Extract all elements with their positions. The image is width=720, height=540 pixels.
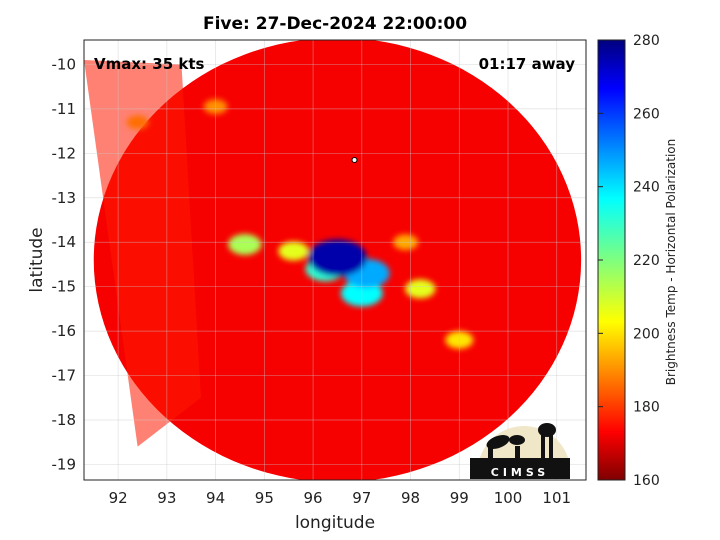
y-tick-labels: -10 -11 -12 -13 -14 -15 -16 -17 -18 -19 <box>52 55 77 473</box>
y-tick-label: -15 <box>52 278 77 296</box>
colorbar-tick-label: 240 <box>633 180 660 196</box>
y-tick-label: -18 <box>52 411 77 429</box>
colorbar-tick-label: 180 <box>633 400 660 416</box>
x-tick-label: 100 <box>494 489 523 507</box>
grid-layer <box>84 40 586 480</box>
y-tick-label: -14 <box>52 233 77 251</box>
x-tick-label: 97 <box>352 489 371 507</box>
y-tick-label: -12 <box>52 144 77 162</box>
center-layer <box>351 157 358 163</box>
colorbar-tick-label: 160 <box>633 473 660 489</box>
y-tick-label: -13 <box>52 189 77 207</box>
x-tick-label: 95 <box>255 489 274 507</box>
bt-feature <box>405 279 436 299</box>
x-tick-label: 99 <box>450 489 469 507</box>
x-axis-label: longitude <box>295 513 375 533</box>
time-away-annotation: 01:17 away <box>479 55 576 73</box>
x-tick-label: 92 <box>109 489 128 507</box>
plot-border <box>83 39 587 481</box>
colorbar-tick-label: 260 <box>633 106 660 122</box>
colorbar-tick-label: 200 <box>633 326 660 342</box>
colorbar-label: Brightness Temp - Horizontal Polarizatio… <box>664 139 678 386</box>
bt-feature <box>126 115 149 130</box>
logo-text: CIMSS <box>491 466 549 479</box>
y-tick-label: -10 <box>52 55 77 73</box>
x-tick-labels: 92 93 94 95 96 97 98 99 100 101 <box>109 489 572 507</box>
chart-title: Five: 27-Dec-2024 22:00:00 <box>203 14 467 34</box>
cimss-logo: CIMSS <box>470 423 570 479</box>
y-tick-label: -17 <box>52 367 77 385</box>
bt-feature <box>278 241 309 261</box>
colorbar-tick-label: 280 <box>633 33 660 49</box>
y-tick-label: -11 <box>52 100 77 118</box>
swath-edge-strip <box>84 60 201 447</box>
y-tick-label: -19 <box>52 455 77 473</box>
x-tick-label: 101 <box>542 489 571 507</box>
vmax-annotation: Vmax: 35 kts <box>94 55 204 73</box>
x-tick-label: 94 <box>206 489 225 507</box>
x-tick-label: 93 <box>157 489 176 507</box>
x-tick-label: 98 <box>401 489 420 507</box>
storm-center-marker <box>351 157 358 163</box>
colorbar-ticks: 160 180 200 220 240 260 280 <box>598 33 660 489</box>
y-axis-label: latitude <box>27 227 47 292</box>
x-tick-label: 96 <box>304 489 323 507</box>
y-tick-label: -16 <box>52 322 77 340</box>
bt-feature <box>228 234 262 255</box>
colorbar-tick-label: 220 <box>633 253 660 269</box>
bt-feature <box>308 239 367 277</box>
